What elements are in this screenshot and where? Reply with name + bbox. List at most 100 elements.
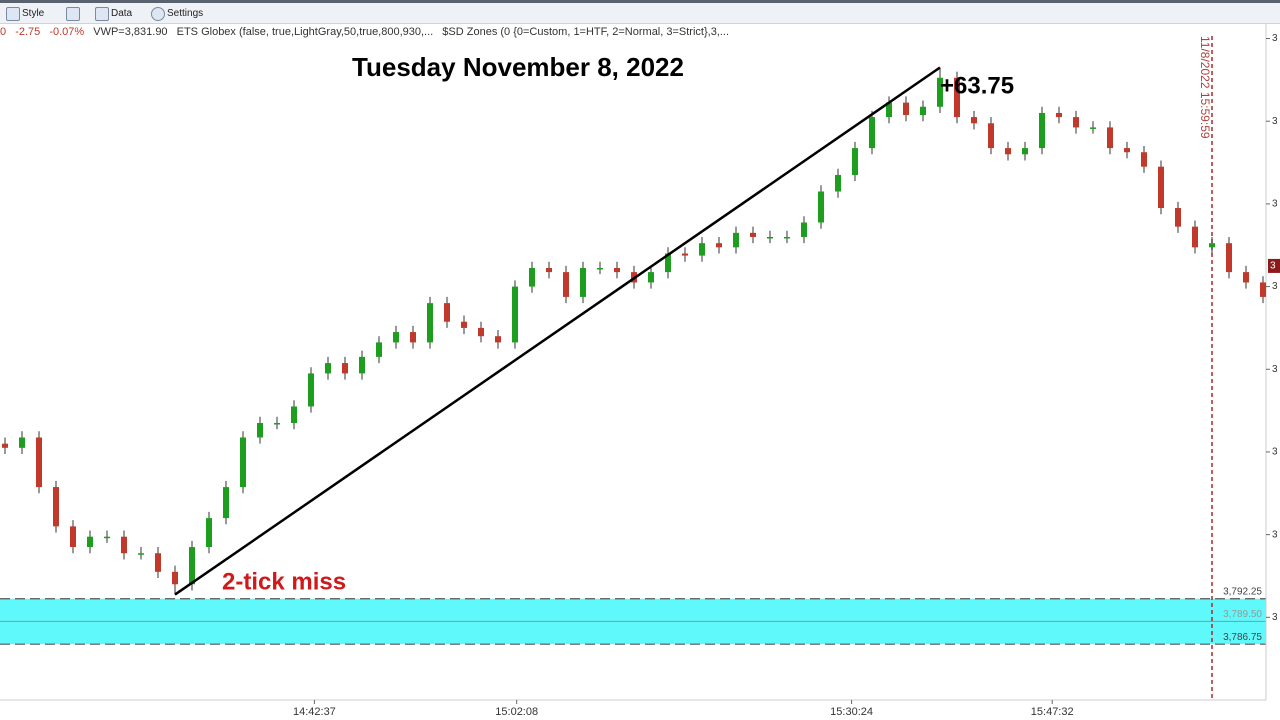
candle-body <box>410 332 416 343</box>
candle-body <box>1175 208 1181 227</box>
candle-body <box>767 236 773 239</box>
candle-body <box>1005 148 1011 155</box>
x-tick-label: 15:47:32 <box>1031 706 1074 718</box>
candle-body <box>53 487 59 527</box>
candle-body <box>172 571 178 585</box>
candle-body <box>1141 152 1147 167</box>
candle-body <box>274 423 280 425</box>
data-icon[interactable] <box>95 7 109 21</box>
candle-body <box>1192 226 1198 248</box>
candle-body <box>937 77 943 107</box>
status-line: 0 -2.75 -0.07% VWP=3,831.90 ETS Globex (… <box>0 26 735 40</box>
candle-body <box>818 191 824 223</box>
y-tick-label: 3 <box>1272 116 1278 127</box>
candle-body <box>308 373 314 407</box>
chart-title: Tuesday November 8, 2022 <box>352 52 684 82</box>
y-tick-label: 3 <box>1272 364 1278 375</box>
candle-body <box>1073 117 1079 128</box>
candle-body <box>869 117 875 149</box>
y-tick-label: 3 <box>1272 612 1278 623</box>
candle-body <box>920 106 926 116</box>
candle-body <box>325 363 331 374</box>
candle-body <box>342 363 348 374</box>
candle-body <box>733 232 739 248</box>
data-button[interactable]: Data <box>111 8 133 19</box>
candle-body <box>495 336 501 343</box>
candle-body <box>1243 272 1249 283</box>
candle-body <box>954 77 960 118</box>
candle-body <box>376 342 382 357</box>
candle-body <box>1226 243 1232 273</box>
candle-body <box>750 232 756 237</box>
candle-body <box>240 437 246 488</box>
candle-body <box>682 253 688 256</box>
candle-body <box>1158 166 1164 209</box>
y-tick-label: 3 <box>1272 199 1278 210</box>
x-tick-label: 15:02:08 <box>495 706 538 718</box>
candle-body <box>257 423 263 438</box>
candle-body <box>104 536 110 539</box>
candle-body <box>529 267 535 287</box>
candle-body <box>2 443 8 448</box>
candle-body <box>971 117 977 124</box>
candle-body <box>461 321 467 328</box>
candle-body <box>648 272 654 283</box>
candle-body <box>444 303 450 322</box>
y-tick-label: 3 <box>1272 529 1278 540</box>
candle-body <box>291 406 297 424</box>
candle-body <box>223 487 229 519</box>
gain-annotation: +63.75 <box>940 72 1014 99</box>
candle-body <box>988 123 994 149</box>
zone-label: 3,789.50 <box>1223 609 1262 620</box>
x-tick-label: 14:42:37 <box>293 706 336 718</box>
candle-body <box>121 536 127 554</box>
candle-body <box>393 332 399 343</box>
settings-button[interactable]: Settings <box>167 8 204 19</box>
layout-icon[interactable] <box>66 7 80 21</box>
last-price-label: 3 <box>1270 261 1276 272</box>
candle-body <box>512 286 518 343</box>
status-item: ETS Globex (false, true,LightGray,50,tru… <box>176 26 434 38</box>
candle-body <box>665 253 671 273</box>
candle-body <box>1260 282 1266 297</box>
miss-annotation: 2-tick miss <box>222 568 346 595</box>
candle-body <box>206 518 212 548</box>
candle-body <box>1124 148 1130 153</box>
candle-body <box>359 356 365 374</box>
y-tick-label: 3 <box>1272 447 1278 458</box>
y-tick-label: 3 <box>1272 33 1278 44</box>
candle-body <box>36 437 42 488</box>
style-button[interactable]: Style <box>22 8 45 19</box>
candle-body <box>478 327 484 337</box>
candle-body <box>1209 243 1215 248</box>
session-end-label: 11/8/2022 15:59:59 <box>1198 36 1212 139</box>
candle-body <box>852 148 858 175</box>
candle-body <box>699 243 705 256</box>
y-tick-label: 3 <box>1272 281 1278 292</box>
candle-body <box>138 553 144 555</box>
status-item: VWP=3,831.90 <box>93 26 168 38</box>
candle-body <box>87 536 93 548</box>
settings-icon[interactable] <box>151 7 165 21</box>
zone-label: 3,786.75 <box>1223 632 1262 643</box>
status-item: 0 <box>0 26 7 38</box>
candle-body <box>835 174 841 192</box>
candle-body <box>189 547 195 585</box>
status-item: -2.75 <box>15 26 41 38</box>
style-icon[interactable] <box>6 7 20 21</box>
candle-body <box>563 272 569 297</box>
zone-label: 3,792.25 <box>1223 586 1262 597</box>
candle-body <box>70 526 76 548</box>
candle-body <box>155 553 161 572</box>
candle-body <box>580 267 586 297</box>
candle-body <box>716 243 722 248</box>
candle-body <box>1056 112 1062 118</box>
candle-body <box>427 303 433 343</box>
candle-body <box>546 267 552 273</box>
candle-body <box>903 102 909 116</box>
candle-body <box>1107 127 1113 149</box>
status-item: -0.07% <box>49 26 85 38</box>
candle-body <box>886 102 892 118</box>
